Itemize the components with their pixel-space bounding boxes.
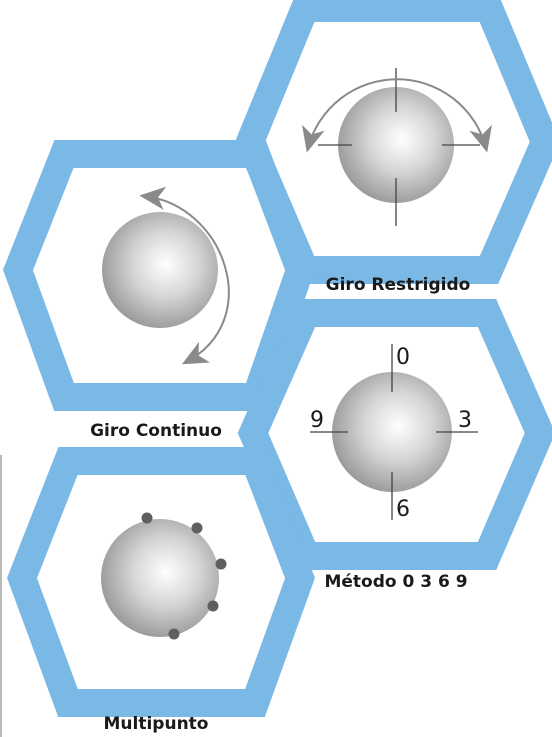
sphere-icon [332,372,452,492]
hexagon-frame [3,140,315,411]
dot-marker-icon [141,512,153,524]
sphere-icon [101,519,219,637]
panel-label: Método 0 3 6 9 [324,572,467,592]
panel-giro-continuo: Giro Continuo [3,140,315,441]
panel-label: Giro Continuo [90,421,222,441]
left-edge-divider [0,455,2,737]
dot-marker-icon [207,600,219,612]
dial-number-right: 3 [458,408,472,433]
dot-marker-icon [168,628,180,640]
dot-marker-icon [215,558,227,570]
dot-marker-icon [191,522,203,534]
dial-number-bottom: 6 [396,497,410,522]
curved-arrow-icon [139,186,230,365]
curved-arrow-icon [302,78,492,153]
sphere-icon [102,212,218,328]
panel-label: Multipunto [104,714,209,734]
dial-number-left: 9 [310,408,324,433]
hexagon-frame [7,447,315,717]
panel-label: Giro Restrigido [326,275,471,295]
panel-multipunto: Multipunto [7,447,315,734]
dial-number-top: 0 [396,345,410,370]
